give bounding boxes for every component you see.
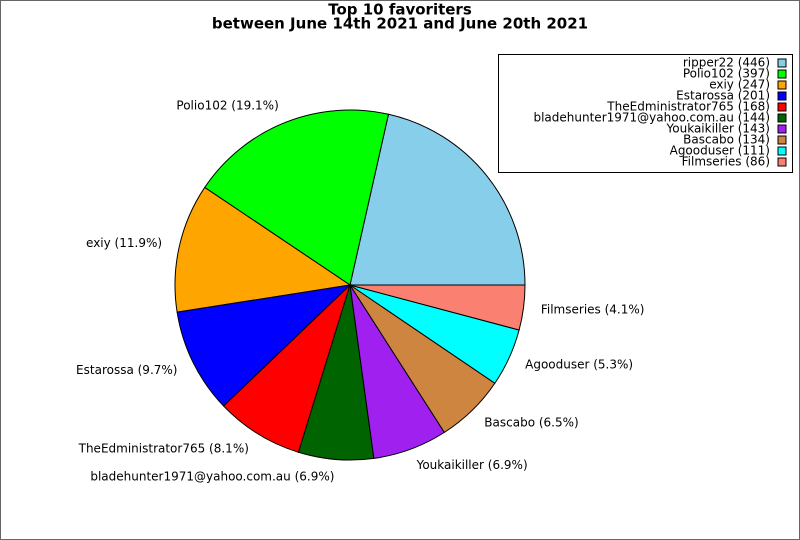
pie-slice (222, 283, 352, 453)
legend-swatch (777, 135, 787, 145)
legend-label: Filmseries (86) (682, 155, 770, 169)
slice-label: bladehunter1971@yahoo.com.au (6.9%) (90, 469, 334, 483)
legend-swatch (777, 69, 787, 79)
slice-label: Polio102 (19.1%) (176, 99, 278, 113)
legend-label: ripper22 (446) (683, 56, 770, 70)
legend-label: exiy (247) (709, 78, 770, 92)
legend-label: bladehunter1971@yahoo.com.au (144) (533, 111, 770, 125)
pie-slice (176, 284, 352, 407)
legend-box (498, 54, 793, 173)
legend-swatch (777, 80, 787, 90)
slice-label: Filmseries (4.1%) (541, 302, 645, 316)
slice-label: TheEdministrator765 (8.1%) (78, 441, 249, 455)
slice-label: Bascabo (6.5%) (484, 415, 578, 429)
legend: ripper22 (446)Polio102 (397)exiy (247)Es… (498, 54, 793, 173)
legend-swatch (777, 102, 787, 112)
slice-label: Youkaikiller (6.9%) (416, 458, 528, 472)
chart-title: Top 10 favoriters (328, 1, 472, 19)
legend-swatch (777, 146, 787, 156)
legend-label: Estarossa (201) (676, 89, 770, 103)
legend-label: Bascabo (134) (683, 133, 770, 147)
slice-label: exiy (11.9%) (86, 236, 162, 250)
chart-subtitle: between June 14th 2021 and June 20th 202… (212, 15, 588, 33)
legend-label: TheEdministrator765 (168) (606, 100, 770, 114)
slice-label: Agooduser (5.3%) (525, 357, 633, 371)
pie-slice (204, 109, 390, 286)
pie-slice (349, 284, 526, 331)
slice-label: Estarossa (9.7%) (76, 363, 177, 377)
legend-swatch (777, 91, 787, 101)
pie-slice (174, 186, 352, 313)
legend-label: Youkaikiller (143) (666, 122, 770, 136)
legend-swatch (777, 113, 787, 123)
legend-swatch (777, 157, 787, 167)
pie-slice (349, 113, 526, 286)
legend-swatch (777, 58, 787, 68)
legend-label: Agooduser (111) (670, 144, 770, 158)
legend-swatch (777, 124, 787, 134)
legend-label: Polio102 (397) (683, 67, 770, 81)
